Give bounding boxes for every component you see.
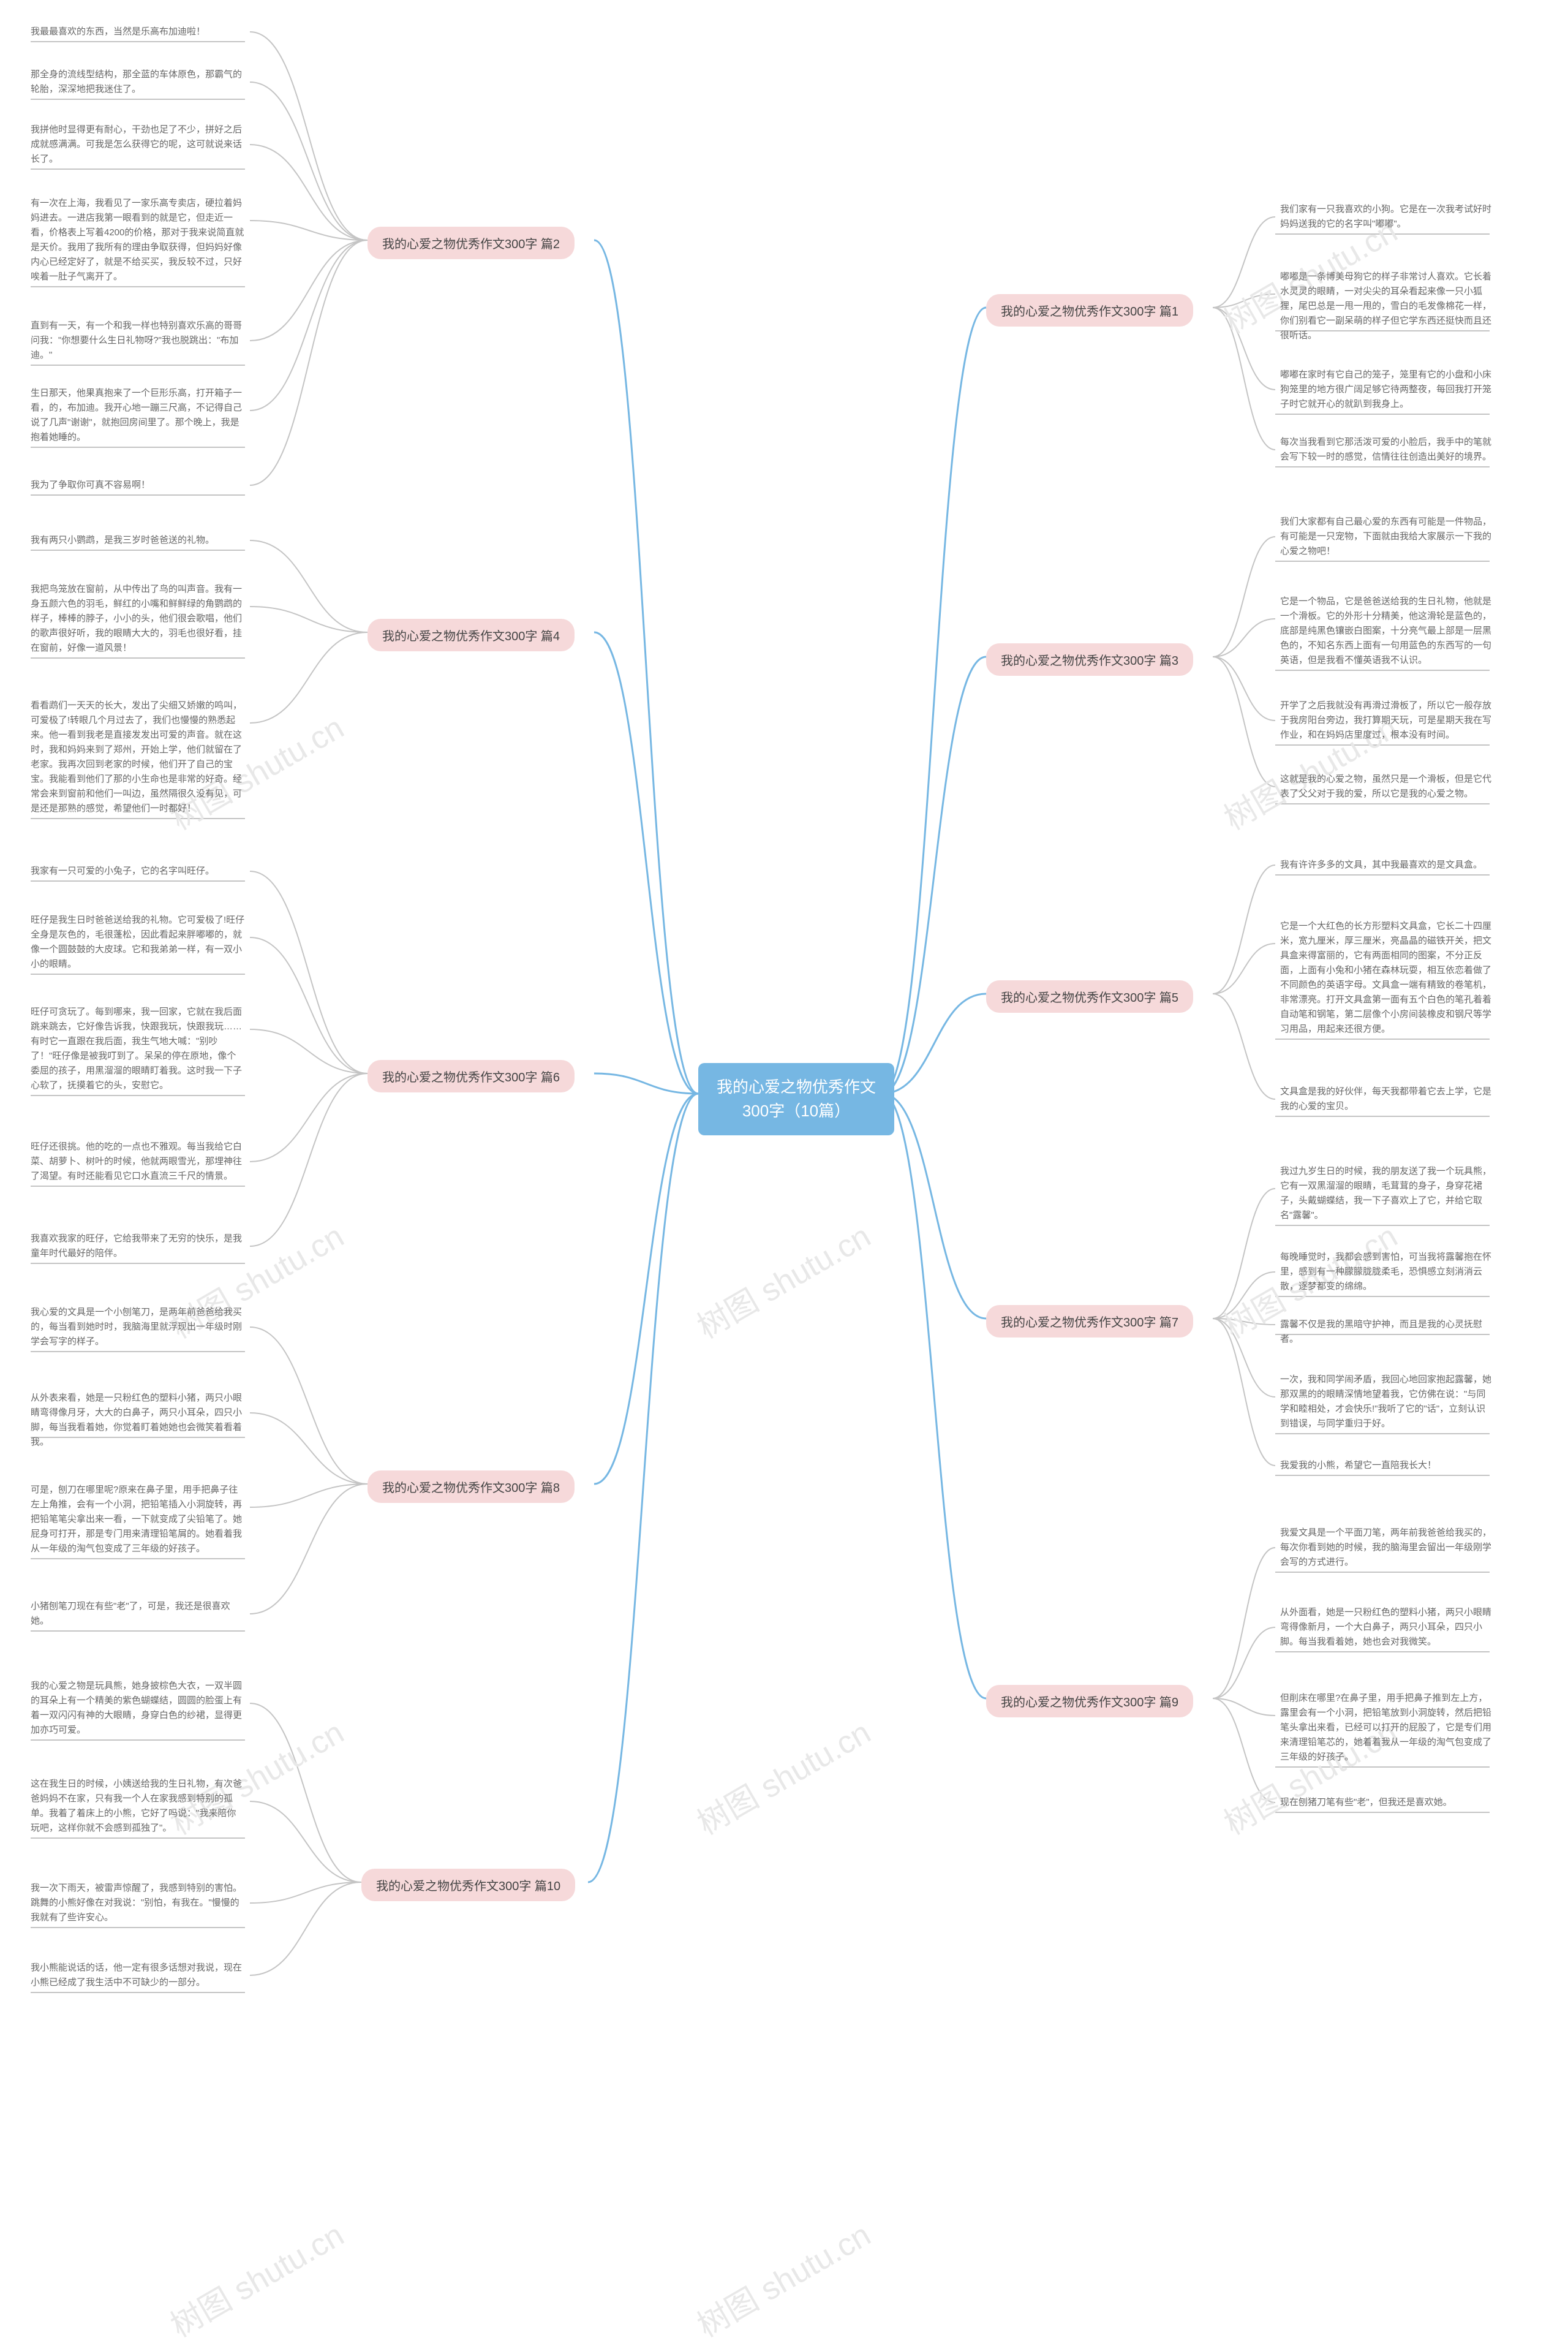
leaf-node: 我心爱的文具是一个小刨笔刀，是两年前爸爸给我买的，每当看到她时时，我脑海里就浮现… (31, 1305, 245, 1349)
leaf-node: 每次当我看到它那活泼可爱的小脸后，我手中的笔就会写下较一时的感觉，信情往往创造出… (1280, 435, 1494, 464)
branch-node: 我的心爱之物优秀作文300字 篇4 (368, 619, 575, 651)
leaf-node: 我爱文具是一个平面刀笔，两年前我爸爸给我买的，每次你看到她的时候，我的脑海里会留… (1280, 1526, 1494, 1570)
leaf-node: 文具盒是我的好伙伴，每天我都带着它去上学，它是我的心爱的宝贝。 (1280, 1084, 1494, 1114)
leaf-node: 我有许许多多的文具，其中我最喜欢的是文具盒。 (1280, 858, 1482, 872)
leaf-node: 旺仔是我生日时爸爸送给我的礼物。它可爱极了!旺仔全身是灰色的，毛很蓬松，因此看起… (31, 913, 245, 972)
leaf-node: 但削床在哪里?在鼻子里，用手把鼻子推到左上方，露里会有一个小洞，把铅笔放到小洞旋… (1280, 1691, 1494, 1765)
branch-node: 我的心爱之物优秀作文300字 篇7 (986, 1305, 1193, 1338)
leaf-node: 它是一个物品，它是爸爸送给我的生日礼物，他就是一个滑板。它的外形十分精美，他这滑… (1280, 594, 1494, 668)
leaf-node: 嘟嘟在家时有它自己的笼子，笼里有它的小盘和小床狗笼里的地方很广阔足够它待两整夜，… (1280, 368, 1494, 412)
branch-node: 我的心爱之物优秀作文300字 篇2 (368, 227, 575, 259)
leaf-node: 我有两只小鹦鹉，是我三岁时爸爸送的礼物。 (31, 533, 214, 548)
leaf-node: 直到有一天，有一个和我一样也特别喜欢乐高的哥哥问我："你想要什么生日礼物呀?"我… (31, 319, 245, 363)
watermark: 树图 shutu.cn (687, 2209, 877, 2345)
branch-node: 我的心爱之物优秀作文300字 篇5 (986, 980, 1193, 1013)
branch-node: 我的心爱之物优秀作文300字 篇9 (986, 1685, 1193, 1717)
leaf-node: 我爱我的小熊，希望它一直陪我长大！ (1280, 1458, 1436, 1473)
leaf-node: 我小熊能说话的话，他一定有很多话想对我说，现在小熊已经成了我生活中不可缺少的一部… (31, 1961, 245, 1990)
leaf-node: 我把鸟笼放在窗前，从中传出了鸟的叫声音。我有一身五颜六色的羽毛，鲜红的小嘴和鲜鲜… (31, 582, 245, 656)
leaf-node: 那全身的流线型结构，那全蓝的车体原色，那霸气的轮胎，深深地把我迷住了。 (31, 67, 245, 97)
leaf-node: 我过九岁生日的时候，我的朋友送了我一个玩具熊，它有一双黑溜溜的眼睛，毛茸茸的身子… (1280, 1164, 1494, 1223)
watermark: 树图 shutu.cn (160, 2209, 350, 2345)
leaf-node: 我一次下雨天，被雷声惊醒了，我感到特别的害怕。跳舞的小熊好像在对我说："别怕，有… (31, 1881, 245, 1925)
leaf-node: 嘟嘟是一条博美母狗它的样子非常讨人喜欢。它长着水灵灵的眼睛，一对尖尖的耳朵看起来… (1280, 270, 1494, 343)
leaf-node: 我的心爱之物是玩具熊，她身披棕色大衣，一双半圆的耳朵上有一个精美的紫色蝴蝶结，圆… (31, 1679, 245, 1738)
center-node: 我的心爱之物优秀作文300字（10篇） (698, 1063, 894, 1135)
branch-node: 我的心爱之物优秀作文300字 篇6 (368, 1060, 575, 1092)
leaf-node: 我家有一只可爱的小兔子，它的名字叫旺仔。 (31, 864, 214, 879)
leaf-node: 小猪刨笔刀现在有些"老"了，可是，我还是很喜欢她。 (31, 1599, 245, 1629)
leaf-node: 有一次在上海，我看见了一家乐高专卖店，硬拉着妈妈进去。一进店我第一眼看到的就是它… (31, 196, 245, 284)
leaf-node: 开学了之后我就没有再滑过滑板了，所以它一般存放于我房阳台旁边，我打算期天玩，可是… (1280, 698, 1494, 743)
leaf-node: 我们大家都有自己最心爱的东西有可能是一件物品，有可能是一只宠物，下面就由我给大家… (1280, 515, 1494, 559)
leaf-node: 一次，我和同学闹矛盾，我回心地回家抱起露馨，她那双黑的的眼睛深情地望着我，它仿佛… (1280, 1372, 1494, 1431)
leaf-node: 我们家有一只我喜欢的小狗。它是在一次我考试好时妈妈送我的它的名字叫"嘟嘟"。 (1280, 202, 1494, 232)
leaf-node: 可是，刨刀在哪里呢?原来在鼻子里，用手把鼻子往左上角推，会有一个小洞，把铅笔插入… (31, 1483, 245, 1556)
leaf-node: 露馨不仅是我的黑暗守护神，而且是我的心灵抚慰者。 (1280, 1317, 1494, 1347)
branch-node: 我的心爱之物优秀作文300字 篇8 (368, 1470, 575, 1503)
leaf-node: 旺仔可贪玩了。每到哪来，我一回家，它就在我后面跳来跳去，它好像告诉我，快跟我玩，… (31, 1005, 245, 1093)
leaf-node: 旺仔还很挑。他的吃的一点也不雅观。每当我给它白菜、胡萝卜、树叶的时候，他就两眼雪… (31, 1140, 245, 1184)
leaf-node: 我最最喜欢的东西，当然是乐高布加迪啦！ (31, 25, 205, 39)
watermark: 树图 shutu.cn (687, 1211, 877, 1347)
leaf-node: 这在我生日的时候，小姨送给我的生日礼物，有次爸爸妈妈不在家，只有我一个人在家我感… (31, 1777, 245, 1836)
leaf-node: 我为了争取你可真不容易啊！ (31, 478, 150, 493)
leaf-node: 从外面看，她是一只粉红色的塑料小猪，两只小眼睛弯得像新月，一个大白鼻子，两只小耳… (1280, 1605, 1494, 1649)
branch-node: 我的心爱之物优秀作文300字 篇3 (986, 643, 1193, 676)
watermark: 树图 shutu.cn (687, 1707, 877, 1843)
leaf-node: 我喜欢我家的旺仔，它给我带来了无穷的快乐，是我童年时代最好的陪伴。 (31, 1232, 245, 1261)
leaf-node: 每晚睡觉时，我都会感到害怕，可当我将露馨抱在怀里，感到有一种朦朦胧胧柔毛，恐惧感… (1280, 1250, 1494, 1294)
leaf-node: 现在刨猪刀笔有些"老"，但我还是喜欢她。 (1280, 1795, 1452, 1810)
branch-node: 我的心爱之物优秀作文300字 篇10 (361, 1869, 575, 1901)
leaf-node: 看看鹉们一天天的长大，发出了尖细又娇嫩的鸣叫，可爱极了!转眼几个月过去了，我们也… (31, 698, 245, 816)
leaf-node: 从外表来看，她是一只粉红色的塑料小猪，两只小眼睛弯得像月牙，大大的白鼻子，两只小… (31, 1391, 245, 1450)
leaf-node: 生日那天，他果真抱来了一个巨形乐高，打开箱子一看，的，布加迪。我开心地一蹦三尺高… (31, 386, 245, 445)
leaf-node: 我拼他时显得更有耐心，干劲也足了不少，拼好之后成就感满满。可我是怎么获得它的呢，… (31, 123, 245, 167)
leaf-node: 这就是我的心爱之物，虽然只是一个滑板，但是它代表了父父对于我的爱，所以它是我的心… (1280, 772, 1494, 801)
branch-node: 我的心爱之物优秀作文300字 篇1 (986, 294, 1193, 327)
leaf-node: 它是一个大红色的长方形塑料文具盒，它长二十四厘米，宽九厘米，厚三厘米，亮晶晶的磁… (1280, 919, 1494, 1037)
